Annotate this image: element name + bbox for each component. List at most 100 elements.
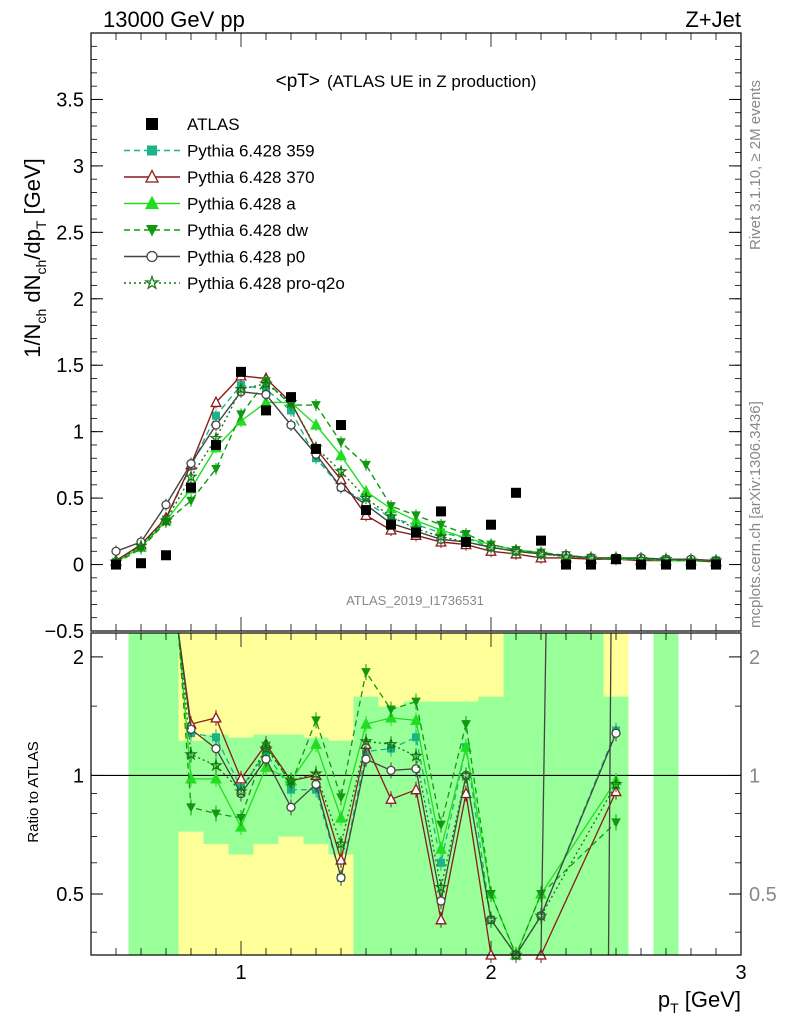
uncertainty-band-outer (278, 633, 304, 735)
series-point (184, 469, 198, 483)
series-point (336, 438, 346, 448)
legend-entry: Pythia 6.428 359 (124, 142, 315, 161)
series-point (461, 529, 471, 540)
main-title-extra: (ATLAS UE in Z production) (327, 72, 536, 91)
ratio-point (336, 793, 346, 803)
series-point (434, 529, 448, 543)
legend-marker (147, 145, 157, 156)
series-point (384, 509, 398, 523)
uncertainty-band-outer (403, 633, 429, 702)
legend-entry: Pythia 6.428 dw (124, 221, 309, 240)
data-point (111, 559, 121, 570)
series-point (411, 511, 421, 521)
series-point (111, 546, 121, 556)
series-point (286, 420, 296, 430)
ratio-point (210, 711, 222, 723)
legend-entry: Pythia 6.428 370 (124, 168, 315, 187)
series-point (436, 520, 446, 530)
legend-entry: ATLAS (146, 115, 240, 134)
uncertainty-band-outer (278, 836, 304, 955)
header-right: Z+Jet (685, 7, 741, 32)
legend-label: Pythia 6.428 pro-q2o (187, 274, 345, 293)
uncertainty-band (653, 633, 679, 955)
ratio-ytick-label: 2 (73, 647, 84, 669)
series-point (361, 460, 371, 471)
uncertainty-band-outer (203, 843, 229, 955)
ratio-point (310, 737, 322, 749)
series-point (236, 410, 246, 420)
main-ytick-label: 1.5 (56, 355, 84, 377)
uncertainty-band-outer (228, 854, 254, 955)
main-plot-frame (90, 32, 742, 632)
ratio-point (286, 802, 296, 812)
legend-label: Pythia 6.428 dw (187, 221, 309, 240)
ratio-plot-frame (90, 632, 742, 956)
data-point (461, 536, 471, 547)
legend-label: Pythia 6.428 a (187, 195, 296, 214)
ratio-ytick-label-right: 1 (749, 765, 760, 787)
ratio-point (461, 720, 471, 730)
data-point (286, 392, 296, 403)
legend-marker (143, 274, 161, 290)
ratio-point (484, 912, 498, 926)
ratio-point (359, 734, 373, 748)
main-ytick-label: 0.5 (56, 488, 84, 510)
ratio-point (435, 842, 447, 854)
ratio-point (412, 733, 420, 742)
series-point (335, 448, 347, 461)
ratio-point (385, 792, 397, 804)
series-point (161, 500, 171, 510)
ratio-point (284, 773, 298, 787)
series-point (559, 549, 573, 563)
ratio-point (259, 741, 273, 755)
ratio-point (336, 873, 346, 883)
series-point (186, 496, 196, 506)
ratio-point (360, 717, 372, 729)
watermark: ATLAS_2019_I1736531 (346, 593, 484, 608)
ratio-point (611, 728, 621, 738)
main-ytick-label: 1 (73, 422, 84, 444)
series-point (259, 376, 273, 390)
data-point (486, 519, 496, 530)
ratio-point (459, 768, 473, 782)
series-point (159, 513, 173, 527)
ratio-point (436, 820, 446, 830)
data-point (336, 420, 346, 431)
header-left: 13000 GeV pp (103, 7, 245, 32)
series-point (234, 382, 248, 395)
main-ytick-label: 0 (73, 555, 84, 577)
x-axis-label: pT [GeV] (658, 987, 741, 1016)
ratio-point (410, 783, 422, 795)
data-point (711, 559, 721, 570)
legend-entry: Pythia 6.428 p0 (124, 248, 305, 267)
ratio-ytick-label: 1 (73, 765, 84, 787)
xtick-label: 3 (735, 962, 746, 984)
data-point (361, 505, 371, 516)
xtick-label: 1 (235, 962, 246, 984)
uncertainty-band-outer (178, 831, 204, 955)
ratio-point (361, 754, 371, 764)
legend-entry: Pythia 6.428 a (124, 195, 296, 214)
data-point (136, 558, 146, 569)
data-point (561, 559, 571, 570)
ratio-ylabel: Ratio to ATLAS (25, 741, 42, 842)
ratio-point (386, 765, 396, 776)
ratio-point (411, 697, 421, 707)
data-point (436, 506, 446, 517)
ratio-point (384, 737, 398, 751)
ratio-point (434, 880, 448, 894)
main-plot: −0.5 0 0.5 1 1.5 2 2.5 3 3.5 <pT> (ATLAS UE in Z… (20, 32, 742, 643)
uncertainty-band-outer (428, 633, 454, 702)
ratio-point (211, 809, 221, 819)
ratio-point (210, 772, 222, 784)
main-ytick-label: 3 (73, 156, 84, 178)
data-point (686, 559, 696, 570)
ratio-point (309, 766, 323, 780)
series-point (509, 544, 523, 558)
data-point (586, 559, 596, 570)
series-point (359, 491, 373, 504)
legend: ATLAS Pythia 6.428 359 Pythia 6.428 370 Pyt… (124, 115, 345, 293)
data-point (536, 535, 546, 546)
ratio-point (234, 784, 248, 798)
uncertainty-band-outer (228, 633, 254, 738)
